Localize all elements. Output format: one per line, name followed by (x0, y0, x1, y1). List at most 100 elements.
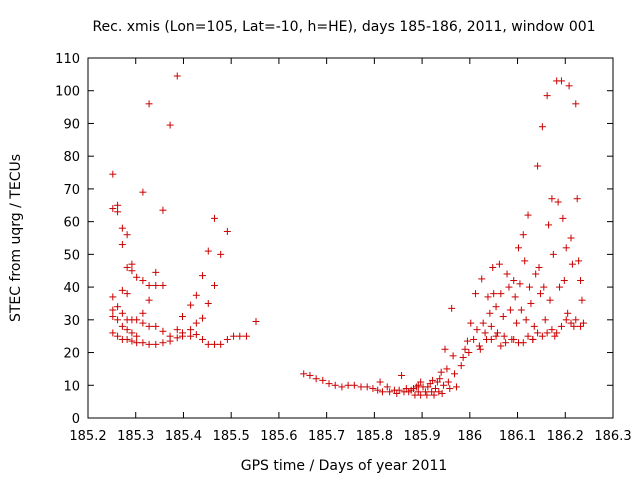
data-point (449, 352, 457, 360)
data-point (543, 329, 551, 337)
data-point (443, 365, 451, 373)
data-point (123, 231, 131, 239)
data-point (139, 309, 147, 317)
data-point (534, 329, 542, 337)
x-tick-label: 186.2 (547, 429, 584, 444)
data-point (128, 337, 136, 345)
data-point (513, 319, 521, 327)
data-point (492, 332, 500, 340)
data-point (559, 214, 567, 222)
plot-frame (87, 57, 614, 419)
data-point (306, 371, 314, 379)
data-point (187, 301, 195, 309)
y-tick-label: 70 (63, 183, 80, 198)
data-point (527, 299, 535, 307)
data-point (331, 381, 339, 389)
data-point (438, 389, 446, 397)
data-point (114, 316, 122, 324)
data-point (417, 378, 425, 386)
data-point (118, 286, 126, 294)
data-point (579, 319, 587, 327)
data-point (446, 385, 454, 393)
data-point (199, 335, 207, 343)
data-point (357, 383, 365, 391)
data-point (525, 283, 533, 291)
data-point (166, 337, 174, 345)
data-point (441, 345, 449, 353)
data-point (300, 370, 308, 378)
data-point (217, 340, 225, 348)
data-point (494, 329, 501, 337)
x-tick-label: 186.3 (594, 429, 631, 444)
data-point (173, 334, 181, 342)
data-point (145, 322, 153, 330)
data-point (516, 280, 524, 288)
data-point (199, 272, 207, 280)
data-point (173, 72, 181, 80)
data-point (510, 277, 518, 285)
data-point (565, 82, 573, 90)
data-point (109, 306, 117, 314)
data-point (510, 335, 518, 343)
data-point (503, 270, 511, 278)
data-point (497, 342, 505, 350)
y-tick-label: 40 (63, 281, 80, 296)
data-point (545, 221, 553, 229)
data-point (490, 290, 498, 298)
data-point (338, 383, 346, 391)
data-point (575, 257, 583, 265)
data-point (173, 326, 181, 334)
data-point (487, 335, 495, 343)
data-point (500, 332, 508, 340)
data-point (502, 339, 510, 347)
data-point (145, 100, 153, 108)
data-point (128, 267, 136, 275)
data-point (145, 296, 153, 304)
data-point (529, 335, 537, 343)
data-point (487, 322, 495, 330)
data-point (109, 205, 117, 213)
data-point (242, 332, 250, 340)
data-point (145, 340, 153, 348)
data-point (152, 322, 160, 330)
data-point (444, 378, 452, 386)
data-point (109, 329, 117, 337)
data-point (484, 293, 492, 301)
data-point (440, 381, 448, 389)
data-point (553, 329, 561, 337)
data-point (497, 290, 505, 298)
data-point (217, 250, 225, 258)
data-point (118, 224, 126, 232)
data-point (417, 391, 425, 399)
data-point (114, 303, 122, 311)
data-point (114, 201, 122, 209)
data-point (560, 277, 568, 285)
x-tick-label: 185.5 (213, 429, 250, 444)
y-tick-label: 90 (63, 117, 80, 132)
data-point (378, 388, 386, 396)
data-point (465, 349, 473, 357)
data-point (192, 331, 200, 339)
data-point (429, 376, 437, 384)
data-point (467, 319, 475, 327)
y-tick-label: 100 (55, 85, 80, 100)
data-point (123, 326, 131, 334)
data-point (451, 370, 459, 378)
data-point (459, 353, 467, 361)
x-axis: 185.2 185.3 185.4 185.5 185.6 185.7 185.8 185.9… (69, 58, 632, 444)
data-point (475, 342, 483, 350)
data-point (159, 281, 167, 289)
y-tick-label: 20 (63, 347, 80, 362)
data-point (505, 283, 513, 291)
data-point (524, 211, 532, 219)
data-point (386, 388, 394, 396)
data-point (398, 371, 406, 379)
data-point (159, 339, 167, 347)
data-point (139, 319, 147, 327)
data-point (463, 337, 471, 345)
data-point (223, 335, 231, 343)
data-point (152, 340, 160, 348)
data-point (538, 123, 546, 131)
data-point (535, 263, 543, 271)
